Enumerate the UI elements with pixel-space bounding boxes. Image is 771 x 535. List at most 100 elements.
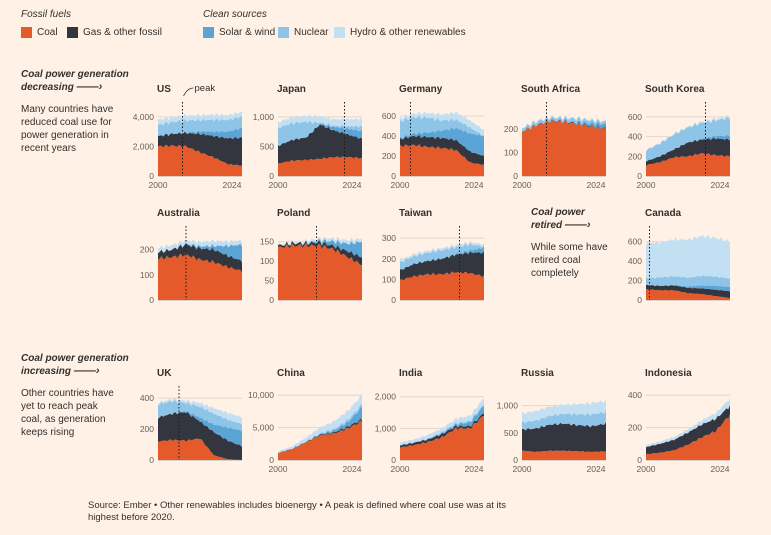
section-decreasing-title-line-2: decreasing ——› [21, 81, 103, 94]
area-solar [646, 284, 730, 292]
y-tick-label: 200 [628, 276, 642, 286]
source-note-line-2: highest before 2020. [88, 512, 175, 523]
area-nuclear [278, 120, 362, 146]
section-increasing-desc: Other countries have yet to reach peak c… [21, 387, 146, 439]
y-tick-label: 1,000 [497, 401, 519, 411]
x-tick-label: 2000 [149, 180, 168, 190]
y-tick-label: 200 [504, 124, 518, 134]
legend-label-hydro: Hydro & other renewables [350, 27, 466, 38]
x-tick-label: 2024 [343, 464, 362, 474]
y-tick-label: 200 [382, 254, 396, 264]
chart-australia: Australia 0 100 200 [140, 208, 242, 305]
y-tick-label: 0 [637, 455, 642, 465]
chart-title: South Africa [521, 84, 581, 95]
x-tick-label: 2000 [513, 180, 532, 190]
y-tick-label: 5,000 [253, 423, 275, 433]
chart-uk: UK 0 200 400 [140, 368, 242, 465]
area-coal [646, 289, 730, 300]
section-retired-desc-line-3: completely [531, 268, 579, 279]
area-gas [158, 243, 242, 273]
section-decreasing-desc-line-1: Many countries have [21, 104, 114, 115]
chart-canada: Canada 0 200 400 600 [628, 208, 730, 305]
area-hydro [158, 398, 242, 425]
chart-title: India [399, 368, 423, 379]
arrow-right-icon: ——› [73, 365, 100, 377]
area-gas [158, 131, 242, 166]
area-solar [278, 123, 362, 147]
section-retired-title-line-1: Coal power [531, 207, 585, 218]
legend-label-solar: Solar & wind [219, 27, 276, 38]
area-gas [400, 134, 484, 165]
y-tick-label: 100 [382, 274, 396, 284]
y-tick-label: 0 [269, 171, 274, 181]
y-tick-label: 0 [149, 171, 154, 181]
area-hydro [522, 398, 606, 424]
area-gas [400, 251, 484, 281]
area-nuclear [400, 114, 484, 139]
legend-swatch-hydro [334, 27, 345, 38]
legend-swatch-nuclear [278, 27, 289, 38]
chart-china: China 0 5,000 10,000 2000 2024 [248, 368, 362, 474]
y-tick-label: 0 [391, 171, 396, 181]
chart-india: India 0 1,000 2,000 2000 2024 [375, 368, 484, 474]
area-solar [400, 127, 484, 156]
peak-label: peak [195, 83, 216, 94]
legend-swatch-solar [203, 27, 214, 38]
area-gas [646, 405, 730, 455]
x-tick-label: 2024 [465, 464, 484, 474]
area-hydro [158, 111, 242, 126]
y-tick-label: 0 [391, 295, 396, 305]
area-nuclear [646, 275, 730, 287]
y-tick-label: 0 [391, 455, 396, 465]
y-tick-label: 600 [628, 237, 642, 247]
legend-item-nuclear: Nuclear [278, 27, 328, 38]
area-nuclear [646, 116, 730, 162]
y-tick-label: 400 [382, 131, 396, 141]
chart-title: China [277, 368, 305, 379]
legend-swatch-gas [67, 27, 78, 38]
legend-clean-heading: Clean sources [203, 9, 267, 20]
section-increasing-desc-line-4: keeps rising [21, 427, 75, 438]
chart-us: US 0 2,000 4,000 peak 2000 2024 [133, 83, 242, 190]
chart-south-korea: South Korea 0 200 400 600 2000 2024 [628, 84, 730, 190]
section-retired: Coal power retired ——› While some have r… [531, 206, 631, 280]
y-tick-label: 1,000 [253, 112, 275, 122]
x-tick-label: 2000 [391, 464, 410, 474]
y-tick-label: 4,000 [133, 112, 155, 122]
legend-item-solar: Solar & wind [203, 27, 275, 38]
y-tick-label: 200 [140, 245, 154, 255]
area-gas [278, 240, 362, 266]
x-tick-label: 2024 [711, 464, 730, 474]
y-tick-label: 100 [504, 148, 518, 158]
x-tick-label: 2024 [711, 180, 730, 190]
area-solar [278, 239, 362, 258]
x-tick-label: 2024 [223, 180, 242, 190]
y-tick-label: 600 [382, 111, 396, 121]
x-tick-label: 2024 [587, 464, 606, 474]
y-tick-label: 600 [628, 112, 642, 122]
section-decreasing-title-line-1: Coal power generation [21, 69, 129, 80]
area-coal [278, 420, 362, 460]
section-increasing-desc-line-1: Other countries have [21, 388, 114, 399]
legend-item-coal: Coal [21, 27, 58, 38]
section-decreasing-desc-line-2: reduced coal use for [21, 117, 112, 128]
arrow-right-icon: ——› [76, 81, 103, 93]
area-hydro [646, 115, 730, 152]
section-increasing-title-line-2: increasing ——› [21, 365, 100, 378]
legend-label-gas: Gas & other fossil [83, 27, 162, 38]
x-tick-label: 2000 [637, 464, 656, 474]
y-tick-label: 200 [382, 151, 396, 161]
area-nuclear [400, 243, 484, 270]
y-tick-label: 400 [628, 256, 642, 266]
section-increasing-title: Coal power generation increasing ——› [21, 352, 146, 378]
source-note-line-1: Source: Ember • Other renewables include… [88, 500, 507, 511]
chart-germany: Germany 0 200 400 600 2000 2024 [382, 84, 484, 190]
area-gas [400, 414, 484, 448]
area-solar [646, 134, 730, 162]
chart-title: Germany [399, 84, 443, 95]
area-coal [400, 271, 484, 300]
y-tick-label: 10,000 [248, 390, 274, 400]
section-retired-desc-line-1: While some have [531, 242, 608, 253]
section-decreasing-title: Coal power generation decreasing ——› [21, 68, 146, 94]
